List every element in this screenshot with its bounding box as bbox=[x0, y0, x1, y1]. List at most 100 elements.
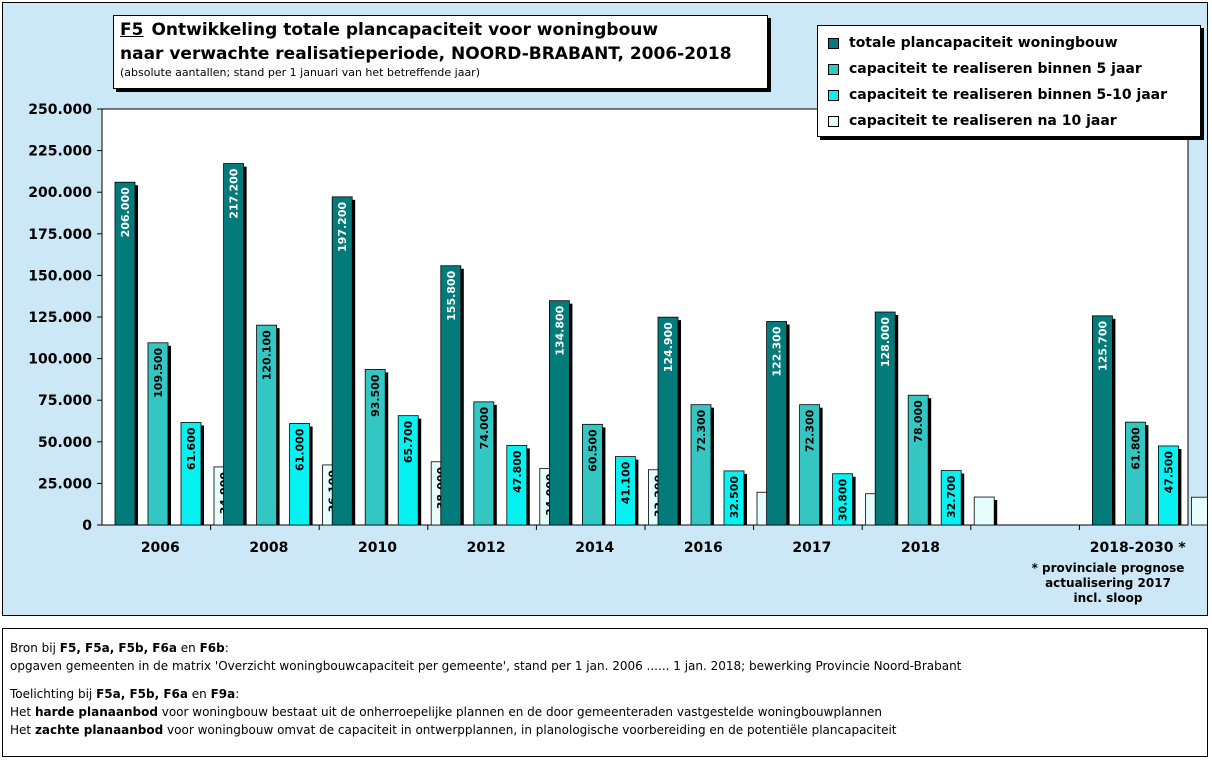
bar-value-label: 41.100 bbox=[619, 461, 632, 504]
bar bbox=[289, 423, 311, 526]
bar-value-label: 128.000 bbox=[879, 317, 892, 367]
legend-item-5-10yr: capaciteit te realiseren binnen 5-10 jaa… bbox=[828, 82, 1190, 108]
y-tick-label: 250.000 bbox=[28, 102, 92, 118]
x-category-label: 2010 bbox=[358, 540, 397, 556]
bar-value-label: 61.000 bbox=[294, 428, 307, 471]
y-tick-label: 225.000 bbox=[28, 144, 92, 160]
chart-title-box: F5 Ontwikkeling totale plancapaciteit voo… bbox=[113, 15, 768, 89]
bar-value-label: 109.500 bbox=[152, 347, 165, 397]
expl-suffix: : bbox=[235, 687, 240, 701]
soft-desc: voor woningbouw omvat de capaciteit in o… bbox=[163, 723, 897, 737]
bar bbox=[832, 473, 853, 526]
bar bbox=[1125, 421, 1146, 526]
y-tick-label: 100.000 bbox=[28, 352, 92, 368]
bar-value-label: 65.700 bbox=[402, 420, 415, 463]
bar bbox=[114, 181, 136, 526]
chart-code: F5 bbox=[120, 20, 144, 40]
bar-value-label: 74.000 bbox=[478, 407, 491, 450]
expl-refs: F5a, F5b, F6a bbox=[96, 687, 188, 701]
x-category-label: 2017 bbox=[792, 540, 831, 556]
x-category-label: 2018 bbox=[901, 540, 940, 556]
expl-prefix: Toelichting bij bbox=[10, 687, 97, 701]
hard-pre: Het bbox=[10, 705, 35, 719]
chart-title-line-1: F5 Ontwikkeling totale plancapaciteit voo… bbox=[120, 18, 761, 42]
legend-swatch-total bbox=[828, 37, 839, 49]
explanation-heading: Toelichting bij F5a, F5b, F6a en F9a: bbox=[10, 685, 1200, 703]
bar bbox=[364, 369, 386, 526]
bar bbox=[657, 316, 679, 526]
y-tick-label: 150.000 bbox=[28, 268, 92, 284]
expl-last-ref: F9a bbox=[210, 687, 236, 701]
y-tick-label: 0 bbox=[82, 518, 92, 534]
legend-label-5yr: capaciteit te realiseren binnen 5 jaar bbox=[849, 61, 1142, 77]
bar-value-label: 120.100 bbox=[261, 330, 274, 380]
x-category-label: 2008 bbox=[249, 540, 288, 556]
source-last-ref: F6b bbox=[199, 641, 225, 655]
footnote-line-2: actualisering 2017 bbox=[1045, 576, 1171, 590]
legend-swatch-5-10yr bbox=[828, 89, 839, 101]
footnote-line-1: * provinciale prognose bbox=[1031, 561, 1185, 575]
notes-box: Bron bij F5, F5a, F5b, F6a en F6b: opgav… bbox=[2, 628, 1208, 757]
bar bbox=[874, 311, 896, 526]
source-and: en bbox=[176, 641, 200, 655]
bar-value-label: 47.800 bbox=[511, 450, 524, 493]
bar-value-label: 61.800 bbox=[1129, 427, 1142, 470]
bar bbox=[473, 401, 495, 526]
hard-desc: voor woningbouw bestaat uit de onherroep… bbox=[157, 705, 882, 719]
chart-panel: 0 25.000 50.000 75.000 100.000 125.000 150.000… bbox=[2, 2, 1208, 616]
legend-swatch-5yr bbox=[828, 63, 839, 75]
bar bbox=[799, 404, 820, 526]
bar bbox=[256, 324, 278, 526]
bar bbox=[973, 496, 995, 526]
chart-title-line-2: naar verwachte realisatieperiode, NOORD-… bbox=[120, 44, 732, 64]
soft-term: zachte planaanbod bbox=[34, 723, 164, 737]
bar-value-label: 72.300 bbox=[804, 409, 817, 452]
bar bbox=[940, 470, 962, 526]
legend-label-5-10yr: capaciteit te realiseren binnen 5-10 jaa… bbox=[849, 87, 1168, 103]
bar bbox=[331, 196, 353, 526]
bar-chart: 0 25.000 50.000 75.000 100.000 125.000 150.000… bbox=[28, 102, 1207, 556]
legend-label-total: totale plancapaciteit woningbouw bbox=[849, 35, 1118, 51]
bar-value-label: 125.700 bbox=[1096, 320, 1109, 370]
y-tick-label: 75.000 bbox=[38, 393, 92, 409]
legend: totale plancapaciteit woningbouw capacit… bbox=[817, 25, 1201, 137]
plot-area bbox=[101, 108, 1189, 526]
bar-value-label: 122.300 bbox=[771, 326, 784, 376]
bar bbox=[223, 163, 245, 526]
y-tick-label: 175.000 bbox=[28, 227, 92, 243]
bar-value-label: 32.700 bbox=[945, 475, 958, 518]
bar bbox=[549, 300, 570, 526]
bar bbox=[1158, 445, 1179, 526]
x-category-label: 2016 bbox=[684, 540, 723, 556]
bar bbox=[766, 321, 787, 526]
bar-value-label: 206.000 bbox=[119, 187, 132, 237]
x-category-label: 2018-2030 * bbox=[1090, 540, 1187, 556]
source-suffix: : bbox=[224, 641, 229, 655]
bar-value-label: 47.500 bbox=[1162, 451, 1175, 494]
bar-value-label: 217.200 bbox=[228, 168, 241, 218]
source-text: opgaven gemeenten in de matrix 'Overzich… bbox=[10, 659, 962, 673]
bar bbox=[147, 342, 169, 526]
bar bbox=[690, 404, 712, 526]
x-category-label: 2006 bbox=[141, 540, 180, 556]
expl-and: en bbox=[187, 687, 211, 701]
bar-value-label: 155.800 bbox=[445, 270, 458, 320]
y-tick-label: 25.000 bbox=[38, 476, 92, 492]
bar-value-label: 60.500 bbox=[586, 429, 599, 472]
y-tick-label: 50.000 bbox=[38, 435, 92, 451]
bar bbox=[582, 423, 603, 526]
bar-value-label: 72.300 bbox=[695, 409, 708, 452]
soft-pre: Het bbox=[10, 723, 35, 737]
bar bbox=[440, 265, 462, 526]
soft-planaanbod-text: Het zachte planaanbod voor woningbouw om… bbox=[10, 721, 1200, 739]
bar-value-label: 134.800 bbox=[553, 305, 566, 355]
legend-label-10yr: capaciteit te realiseren na 10 jaar bbox=[849, 113, 1117, 129]
bar bbox=[1092, 315, 1113, 526]
bar-value-label: 78.000 bbox=[912, 400, 925, 443]
bar-value-label: 197.200 bbox=[336, 202, 349, 252]
bar-value-label: 124.900 bbox=[662, 322, 675, 372]
source-heading: Bron bij F5, F5a, F5b, F6a en F6b: bbox=[10, 639, 1200, 657]
bar-value-label: 93.500 bbox=[369, 374, 382, 417]
legend-item-5yr: capaciteit te realiseren binnen 5 jaar bbox=[828, 56, 1190, 82]
bar bbox=[180, 422, 202, 526]
